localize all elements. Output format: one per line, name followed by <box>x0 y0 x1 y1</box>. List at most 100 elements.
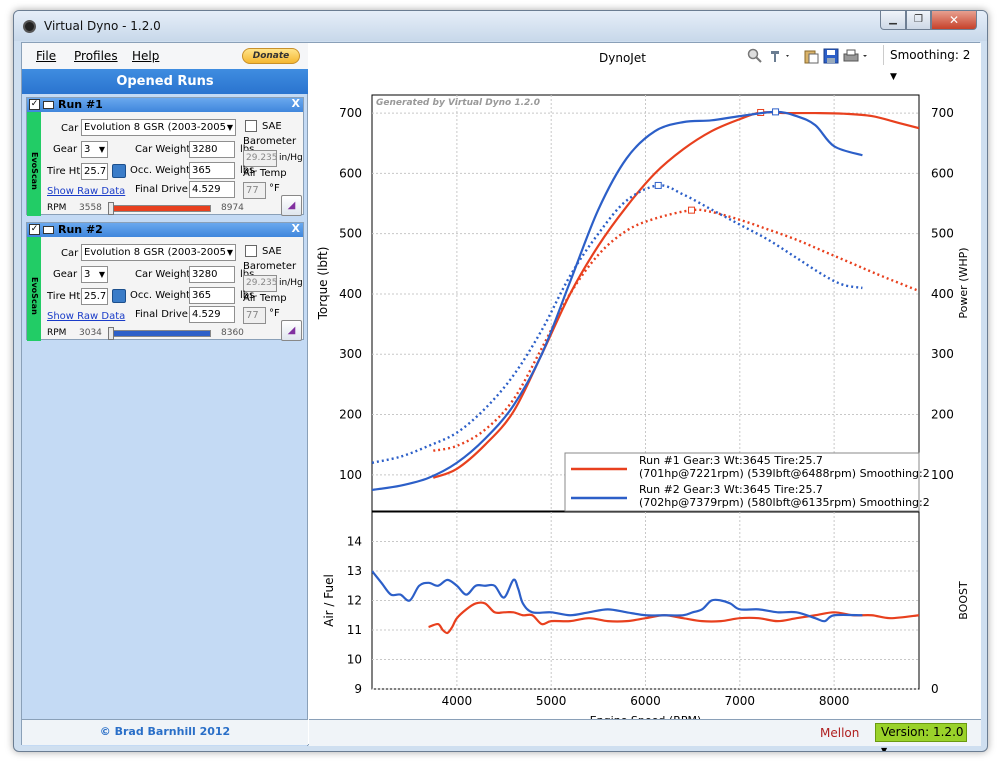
tools-icon[interactable] <box>769 48 791 64</box>
gear-label: Gear <box>53 144 78 155</box>
client-area: File Profiles Help Donate Opened Runs ✓ … <box>21 42 981 751</box>
rpm-range-slider[interactable] <box>108 327 211 340</box>
run-visible-checkbox[interactable]: ✓ <box>29 224 40 235</box>
y2-tick-label: 400 <box>931 287 954 301</box>
tire-height-input[interactable]: 25.7 <box>81 163 108 180</box>
chart-pane: DynoJet Smoothing: 2 ▼ 4000 5000 6000 7000 8… <box>309 43 981 751</box>
evoscan-strip: EvoScan <box>27 237 41 341</box>
opened-runs-header: Opened Runs <box>22 69 308 94</box>
legend-label: Run #2 Gear:3 Wt:3645 Tire:25.7 <box>639 483 823 496</box>
collapse-toggle[interactable] <box>43 226 54 234</box>
car-select[interactable]: Evolution 8 GSR (2003-2005 ▼ <box>81 244 236 261</box>
title-bar[interactable]: Virtual Dyno - 1.2.0 ▁ ❐ ✕ <box>14 11 987 41</box>
status-bar: Mellon Version: 1.2.0 ▼ <box>309 719 981 751</box>
sae-checkbox[interactable] <box>245 245 257 257</box>
chevron-down-icon: ▼ <box>890 72 897 82</box>
afr-line-run1 <box>428 601 919 635</box>
air-temp-input[interactable]: 77 <box>243 182 266 199</box>
run-header: ✓ Run #2 X <box>27 222 303 237</box>
final-drive-input[interactable]: 4.529 <box>189 181 235 198</box>
tire-height-label: Tire Ht <box>47 291 81 302</box>
collapse-toggle[interactable] <box>43 101 54 109</box>
gear-select[interactable]: 3 ▼ <box>81 141 108 158</box>
y-tick-label: 600 <box>339 166 362 180</box>
show-raw-data-link[interactable]: Show Raw Data <box>47 186 126 197</box>
car-weight-input[interactable]: 3280 <box>189 266 235 283</box>
tire-height-label: Tire Ht <box>47 166 81 177</box>
smoothing-select[interactable]: Smoothing: 2 ▼ <box>883 45 979 82</box>
gear-select[interactable]: 3 ▼ <box>81 266 108 283</box>
menu-file[interactable]: File <box>36 49 57 63</box>
x-tick-label: 4000 <box>442 694 473 708</box>
run-visible-checkbox[interactable]: ✓ <box>29 99 40 110</box>
final-drive-label: Final Drive <box>135 184 188 195</box>
print-icon[interactable] <box>843 48 869 64</box>
torque-axis-label: Torque (lbft) <box>316 247 330 321</box>
afr-line-run2 <box>372 570 863 623</box>
occ-weight-label: Occ. Weight <box>130 290 191 301</box>
legend-box <box>564 452 920 512</box>
air-temp-label: Air Temp <box>243 293 287 304</box>
chart-legend: Run #1 Gear:3 Wt:3645 Tire:25.7(701hp@72… <box>564 452 930 512</box>
air-temp-label: Air Temp <box>243 168 287 179</box>
maximize-button[interactable]: ❐ <box>906 11 931 30</box>
car-select[interactable]: Evolution 8 GSR (2003-2005 ▼ <box>81 119 236 136</box>
graph-icon[interactable]: ◢ <box>281 320 302 341</box>
menu-profiles[interactable]: Profiles <box>74 49 118 63</box>
close-button[interactable]: ✕ <box>931 11 977 30</box>
sae-checkbox[interactable] <box>245 120 257 132</box>
graph-icon[interactable]: ◢ <box>281 195 302 216</box>
rpm-min-handle[interactable] <box>108 202 114 215</box>
tire-height-input[interactable]: 25.7 <box>81 288 108 305</box>
chevron-down-icon: ▼ <box>881 746 888 752</box>
close-run-icon[interactable]: X <box>291 222 300 235</box>
occ-weight-input[interactable]: 365 <box>189 287 235 304</box>
paste-icon[interactable] <box>803 48 819 64</box>
x-tick-label: 7000 <box>725 694 756 708</box>
rpm-label: RPM <box>47 328 67 338</box>
legend-label: (701hp@7221rpm) (539lbft@6488rpm) Smooth… <box>639 467 930 480</box>
y2-tick-label: 600 <box>931 166 954 180</box>
barometer-input[interactable]: 29.235 <box>243 275 278 292</box>
sae-label: SAE <box>262 121 282 132</box>
app-icon <box>23 20 36 33</box>
rpm-range-slider[interactable] <box>108 202 211 215</box>
car-weight-input[interactable]: 3280 <box>189 141 235 158</box>
barometer-input[interactable]: 29.235 <box>243 150 278 167</box>
y-tick-label: 300 <box>339 347 362 361</box>
app-window: Virtual Dyno - 1.2.0 ▁ ❐ ✕ File Profiles… <box>13 10 988 752</box>
rpm-min-handle[interactable] <box>108 327 114 340</box>
menu-bar: File Profiles Help Donate <box>22 43 308 69</box>
y-tick-label: 12 <box>347 594 362 608</box>
watermark: Generated by Virtual Dyno 1.2.0 <box>376 98 540 108</box>
car-weight-label: Car Weight <box>135 144 191 155</box>
donate-button[interactable]: Donate <box>242 48 300 64</box>
boost-tick-label: 0 <box>931 682 939 696</box>
y2-tick-label: 200 <box>931 408 954 422</box>
car-label: Car <box>61 248 79 259</box>
chevron-down-icon: ▼ <box>226 123 233 132</box>
rpm-max-value: 8974 <box>221 203 244 213</box>
calculator-icon[interactable] <box>112 164 126 178</box>
y-tick-label: 400 <box>339 287 362 301</box>
final-drive-input[interactable]: 4.529 <box>189 306 235 323</box>
calculator-icon[interactable] <box>112 289 126 303</box>
air-temp-input[interactable]: 77 <box>243 307 266 324</box>
chevron-down-icon: ▼ <box>98 270 105 279</box>
close-run-icon[interactable]: X <box>291 97 300 110</box>
y2-tick-label: 100 <box>931 468 954 482</box>
version-dropdown[interactable]: Version: 1.2.0 ▼ <box>875 723 967 751</box>
y2-tick-label: 700 <box>931 106 954 120</box>
zoom-icon[interactable] <box>747 48 763 64</box>
air-temp-unit: °F <box>269 308 280 319</box>
minimize-button[interactable]: ▁ <box>880 11 906 30</box>
rpm-max-value: 8360 <box>221 328 244 338</box>
x-tick-label: 8000 <box>819 694 850 708</box>
menu-help[interactable]: Help <box>132 49 160 63</box>
occ-weight-input[interactable]: 365 <box>189 162 235 179</box>
barometer-unit: in/Hg <box>279 153 303 163</box>
save-icon[interactable] <box>823 48 839 64</box>
car-weight-unit: lbs <box>240 269 254 280</box>
show-raw-data-link[interactable]: Show Raw Data <box>47 311 126 322</box>
